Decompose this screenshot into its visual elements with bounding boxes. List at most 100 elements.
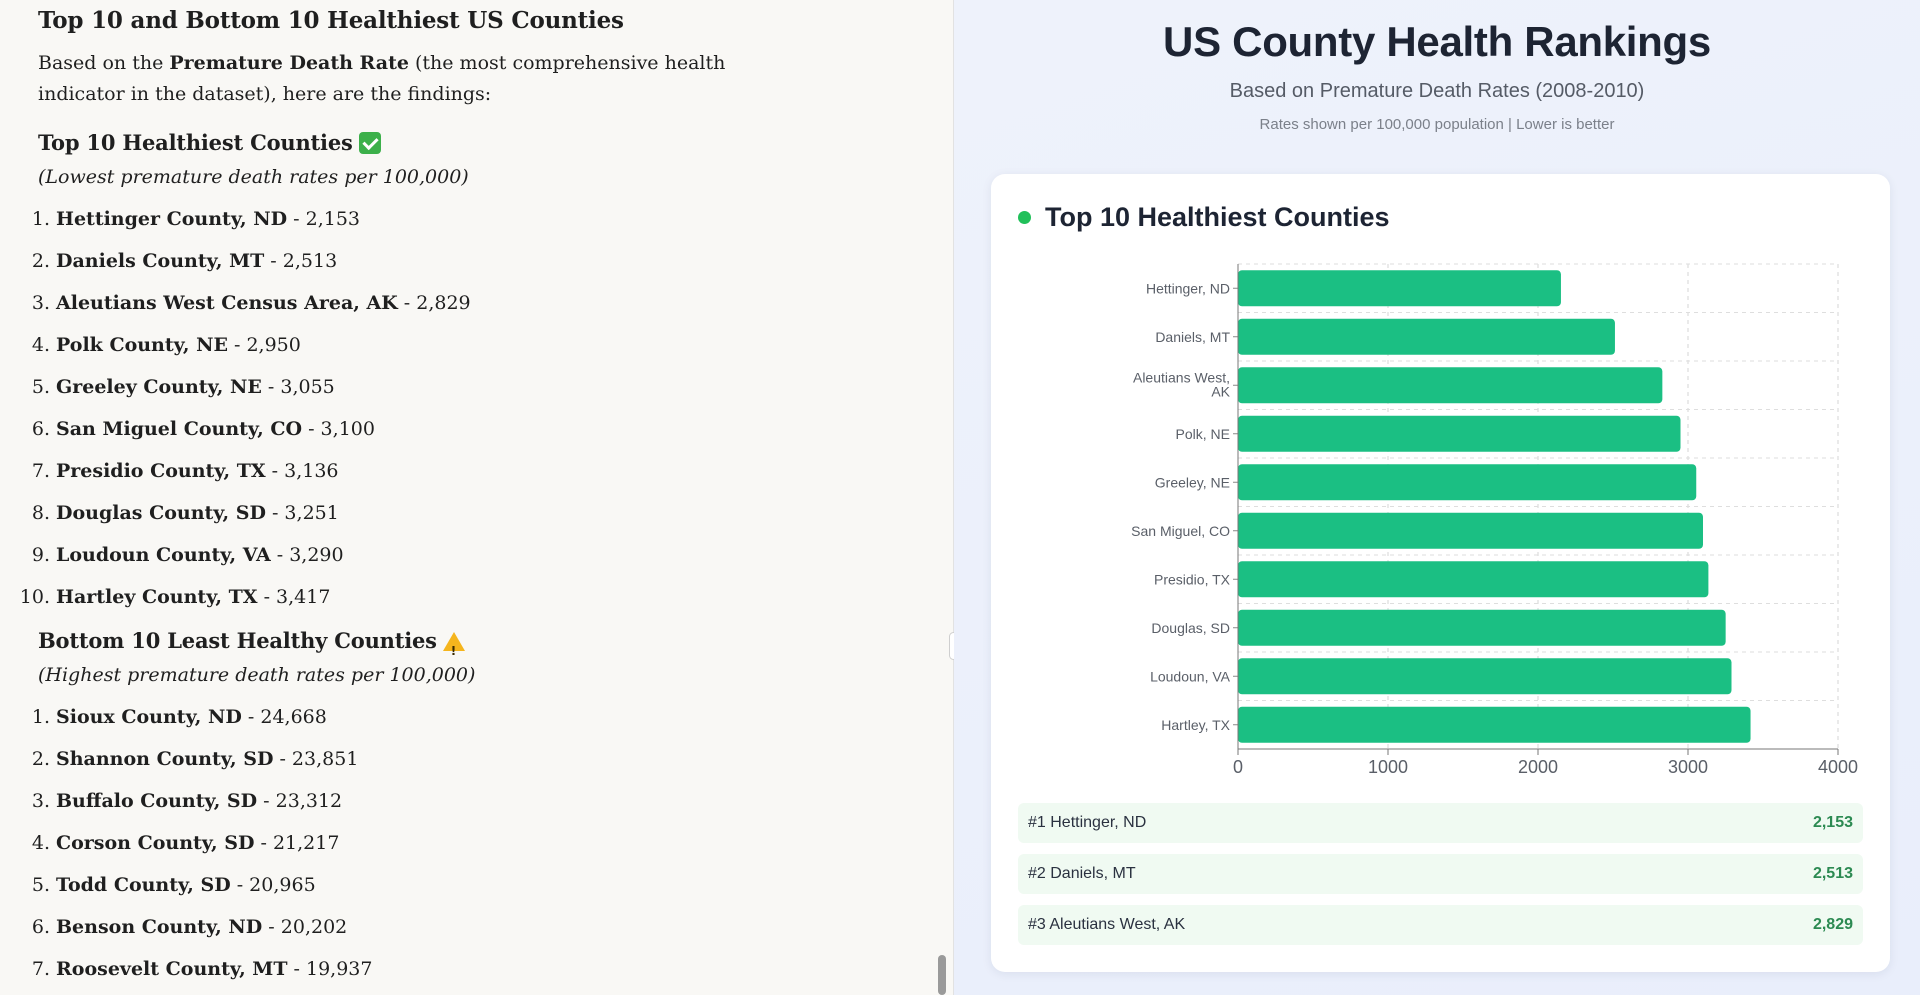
- list-number: 4.: [31, 334, 50, 356]
- list-number: 6.: [31, 418, 50, 440]
- y-tick-label: Loudoun, VA: [1150, 668, 1231, 684]
- list-number: 3.: [31, 790, 50, 812]
- rank-value: 2,829: [1812, 916, 1853, 933]
- county-rate: - 20,202: [262, 916, 348, 938]
- top-list-item: 5. Greeley County, NE - 3,055: [32, 366, 900, 408]
- status-dot-icon: [1018, 211, 1031, 224]
- bar-chart: Hettinger, ND Daniels, MT Aleutians West,A…: [1131, 263, 1858, 777]
- x-tick-label: 1000: [1368, 757, 1408, 777]
- county-rate: - 3,417: [257, 586, 331, 608]
- county-name: San Miguel County, CO: [56, 418, 303, 440]
- top-heading-text: Top 10 Healthiest Counties: [38, 130, 353, 155]
- county-rate: - 19,937: [287, 958, 373, 980]
- bar-3: [1238, 367, 1663, 404]
- bar-7: [1238, 561, 1709, 598]
- document-pane[interactable]: Top 10 and Bottom 10 Healthiest US Count…: [0, 0, 953, 995]
- county-rate: - 21,217: [254, 832, 340, 854]
- x-tick-label: 2000: [1518, 757, 1558, 777]
- list-number: 1.: [31, 208, 50, 230]
- county-name: Buffalo County, SD: [56, 790, 258, 812]
- county-name: Polk County, NE: [56, 334, 228, 356]
- intro-paragraph: Based on the Premature Death Rate (the m…: [38, 48, 798, 110]
- artifact-pane: US County Health Rankings Based on Prema…: [954, 0, 1920, 995]
- scrollbar-thumb[interactable]: [938, 955, 946, 995]
- bar-2: [1238, 318, 1615, 355]
- rank-value: 2,513: [1812, 865, 1853, 882]
- top-subtitle: (Lowest premature death rates per 100,00…: [38, 166, 469, 188]
- county-name: Corson County, SD: [56, 832, 255, 854]
- bottom-list-item: 3. Buffalo County, SD - 23,312: [32, 780, 900, 822]
- bottom-subtitle: (Highest premature death rates per 100,0…: [38, 664, 476, 686]
- county-rate: - 2,153: [287, 208, 361, 230]
- bar-5: [1238, 464, 1697, 501]
- list-number: 2.: [31, 748, 50, 770]
- list-number: 3.: [31, 292, 50, 314]
- bar-8: [1238, 609, 1726, 646]
- county-name: Benson County, ND: [56, 916, 263, 938]
- y-tick-label: Hartley, TX: [1161, 717, 1230, 733]
- rank-label: #1 Hettinger, ND: [1028, 814, 1147, 831]
- county-rate: - 23,851: [273, 748, 359, 770]
- y-tick-label: San Miguel, CO: [1131, 523, 1230, 539]
- county-name: Presidio County, TX: [56, 460, 266, 482]
- x-tick-label: 3000: [1668, 757, 1708, 777]
- intro-prefix: Based on the: [38, 52, 170, 74]
- county-rate: - 24,668: [241, 706, 327, 728]
- county-rate: - 3,055: [261, 376, 335, 398]
- bottom-list-item: 5. Todd County, SD - 20,965: [32, 864, 900, 906]
- county-name: Roosevelt County, MT: [56, 958, 288, 980]
- card-title: Top 10 Healthiest Counties: [1045, 202, 1390, 232]
- rank-row: #1 Hettinger, ND 2,153: [1018, 803, 1863, 843]
- list-number: 4.: [31, 832, 50, 854]
- county-name: Todd County, SD: [56, 874, 231, 896]
- bar-4: [1238, 415, 1681, 452]
- y-tick-label: Presidio, TX: [1154, 571, 1231, 587]
- rank-value: 2,153: [1812, 814, 1853, 831]
- list-number: 6.: [31, 916, 50, 938]
- list-number: 5.: [31, 874, 50, 896]
- county-name: Daniels County, MT: [56, 250, 265, 272]
- county-name: Douglas County, SD: [56, 502, 266, 524]
- top-list-item: 9. Loudoun County, VA - 3,290: [32, 534, 900, 576]
- county-rate: - 2,950: [227, 334, 301, 356]
- check-mark-icon: [358, 132, 381, 154]
- panel-subtitle: Based on Premature Death Rates (2008-201…: [1229, 80, 1645, 102]
- bar-9: [1238, 658, 1732, 695]
- bottom-heading: Bottom 10 Least Healthy Counties: [38, 626, 900, 666]
- y-tick-label: Douglas, SD: [1151, 620, 1230, 636]
- list-number: 10.: [19, 586, 50, 608]
- y-tick-label: Greeley, NE: [1155, 474, 1230, 490]
- list-number: 5.: [31, 376, 50, 398]
- intro-suffix: (the most comprehensive health indicator…: [38, 52, 726, 105]
- top-list: 1. Hettinger County, ND - 2,153 2. Daniels …: [20, 198, 900, 618]
- county-name: Shannon County, SD: [56, 748, 274, 770]
- county-name: Greeley County, NE: [56, 376, 262, 398]
- list-number: 2.: [31, 250, 50, 272]
- x-tick-label: 4000: [1818, 757, 1858, 777]
- rank-label: #3 Aleutians West, AK: [1028, 916, 1186, 933]
- top-list-item: 4. Polk County, NE - 2,950: [32, 324, 900, 366]
- county-rate: - 20,965: [230, 874, 316, 896]
- county-rate: - 23,312: [257, 790, 343, 812]
- bar-1: [1238, 270, 1561, 307]
- y-tick-label: Polk, NE: [1176, 426, 1230, 442]
- list-number: 7.: [31, 958, 50, 980]
- panel-note: Rates shown per 100,000 population | Low…: [1259, 116, 1615, 133]
- county-name: Hartley County, TX: [56, 586, 258, 608]
- bottom-list-item: 6. Benson County, ND - 20,202: [32, 906, 900, 948]
- rank-row: #3 Aleutians West, AK 2,829: [1018, 905, 1863, 945]
- county-rate: - 2,513: [264, 250, 338, 272]
- x-tick-label: 0: [1233, 757, 1243, 777]
- county-rate: - 3,136: [265, 460, 339, 482]
- county-name: Sioux County, ND: [56, 706, 242, 728]
- bottom-heading-text: Bottom 10 Least Healthy Counties: [38, 628, 437, 653]
- y-tick-label: Hettinger, ND: [1146, 280, 1230, 296]
- top-list-item: 3. Aleutians West Census Area, AK - 2,829: [32, 282, 900, 324]
- bottom-list-item: 7. Roosevelt County, MT - 19,937: [32, 948, 900, 990]
- bottom-list-item: 2. Shannon County, SD - 23,851: [32, 738, 900, 780]
- bottom-list-item: 1. Sioux County, ND - 24,668: [32, 696, 900, 738]
- intro-bold: Premature Death Rate: [169, 52, 409, 74]
- y-tick-label: Daniels, MT: [1155, 329, 1230, 345]
- list-number: 8.: [31, 502, 50, 524]
- pane-divider: [953, 0, 954, 995]
